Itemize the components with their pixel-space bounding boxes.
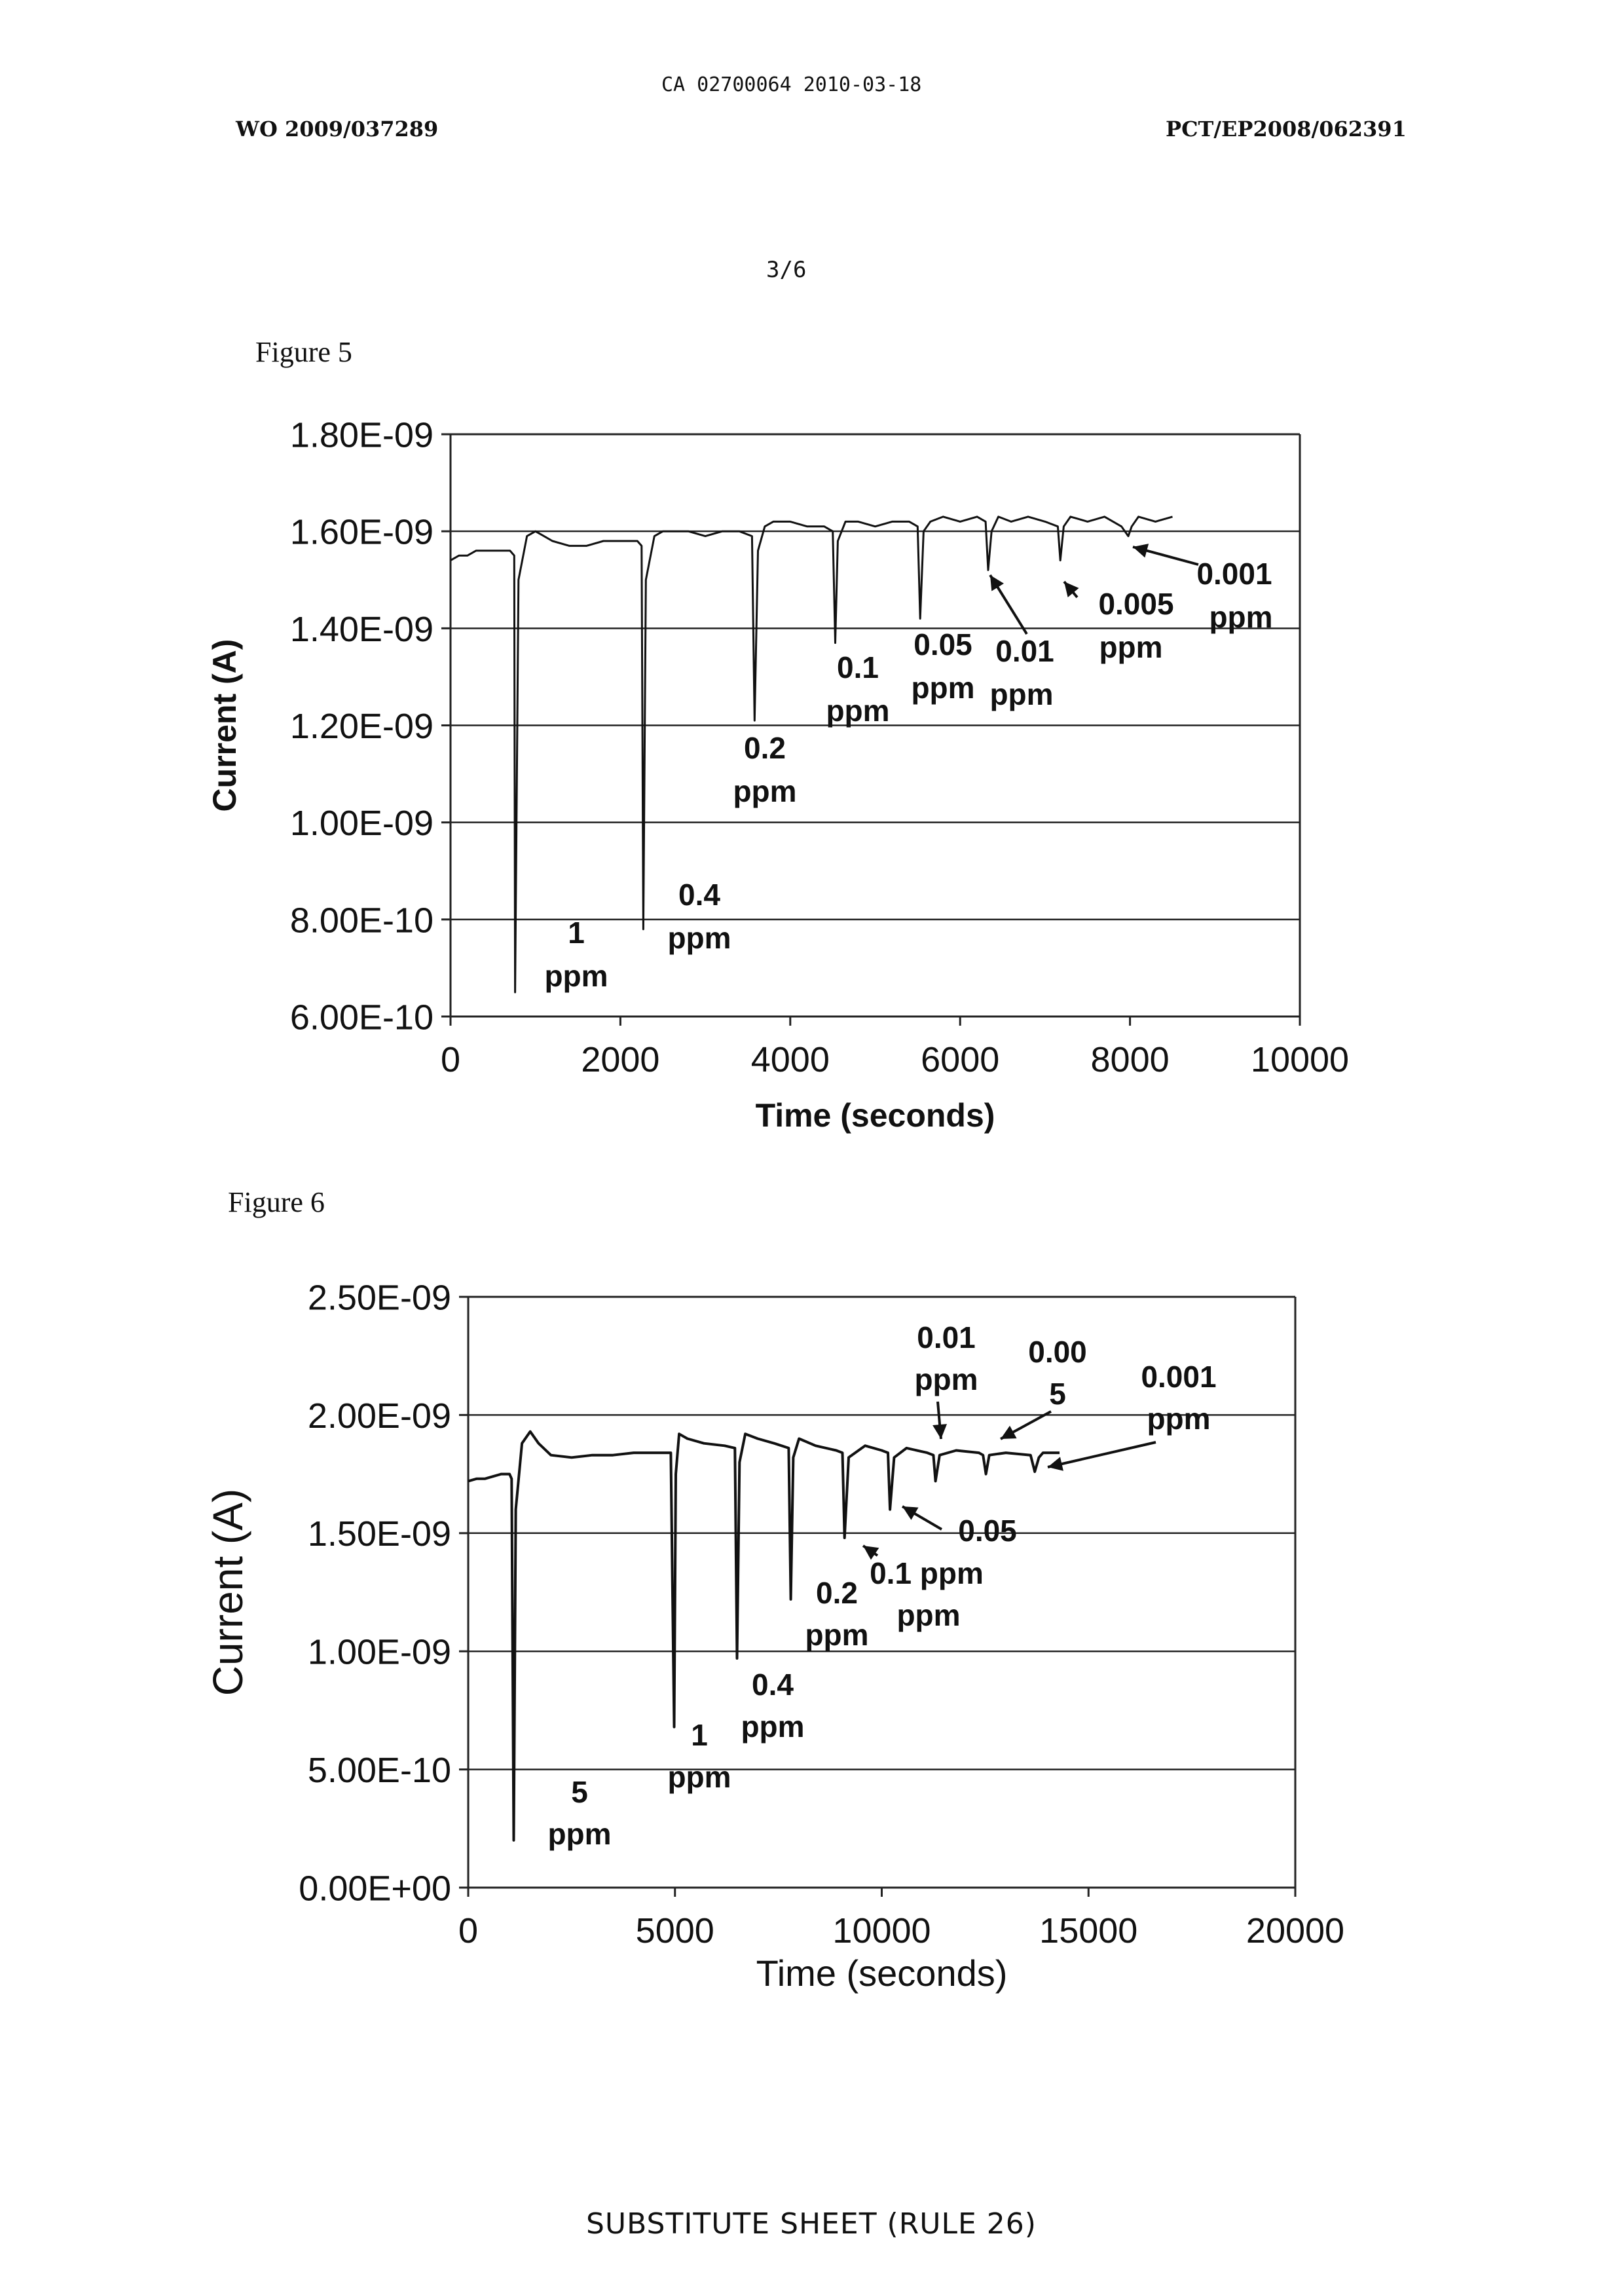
y-tick-label: 2.50E-09 xyxy=(308,1278,451,1317)
y-tick-label: 5.00E-10 xyxy=(308,1751,451,1790)
annotation-label: 1 xyxy=(691,1718,708,1752)
substitute-sheet-footer: SUBSTITUTE SHEET (RULE 26) xyxy=(586,2207,1037,2241)
annotation-label: 0.00 xyxy=(1028,1335,1087,1369)
annotation-label: ppm xyxy=(805,1618,868,1652)
annotation-label: 0.005 xyxy=(1098,587,1173,621)
annotation-label: ppm xyxy=(914,1362,978,1396)
annotation-label: ppm xyxy=(896,1598,960,1632)
arrow-head xyxy=(990,575,1004,591)
x-tick-label: 10000 xyxy=(832,1911,931,1950)
x-tick-label: 10000 xyxy=(1251,1040,1349,1079)
annotation-label: 0.01 xyxy=(917,1320,976,1354)
y-tick-label: 1.20E-09 xyxy=(290,707,434,746)
arrow-head xyxy=(1048,1457,1063,1470)
data-series-line xyxy=(451,517,1173,992)
x-tick-label: 5000 xyxy=(636,1911,714,1950)
x-tick-label: 4000 xyxy=(751,1040,830,1079)
annotation-label: 0.05 xyxy=(958,1514,1017,1548)
y-tick-label: 1.00E-09 xyxy=(290,804,434,843)
annotation-label: 0.4 xyxy=(678,878,720,912)
annotation-label: ppm xyxy=(911,671,974,705)
annotation-label: 0.01 xyxy=(995,634,1054,668)
y-tick-label: 1.50E-09 xyxy=(308,1514,451,1554)
annotation-label: ppm xyxy=(667,1760,731,1794)
x-tick-label: 15000 xyxy=(1039,1911,1137,1950)
data-series-line xyxy=(468,1432,1060,1840)
annotation-label: 0.2 xyxy=(744,731,786,765)
annotation-label: ppm xyxy=(544,959,608,993)
arrow-head xyxy=(932,1424,947,1439)
annotation-arrow xyxy=(1048,1442,1156,1467)
annotation-label: 0.001 xyxy=(1196,557,1272,591)
y-tick-label: 1.80E-09 xyxy=(290,415,434,455)
annotation-label: 0.05 xyxy=(913,627,972,662)
y-tick-label: 1.00E-09 xyxy=(308,1633,451,1672)
annotation-label: 0.1 xyxy=(837,650,879,684)
y-tick-label: 1.60E-09 xyxy=(290,513,434,552)
x-tick-label: 0 xyxy=(441,1040,460,1079)
x-tick-label: 20000 xyxy=(1246,1911,1344,1950)
annotation-label: 0.4 xyxy=(752,1668,794,1702)
annotation-label: ppm xyxy=(667,921,731,955)
x-axis-title: Time (seconds) xyxy=(756,1952,1008,1994)
annotation-label: ppm xyxy=(826,694,889,728)
annotation-label: ppm xyxy=(1209,600,1272,634)
y-tick-label: 8.00E-10 xyxy=(290,901,434,940)
annotation-label: ppm xyxy=(989,677,1053,711)
annotation-label: ppm xyxy=(741,1709,804,1744)
annotation-label: 0.001 xyxy=(1141,1360,1216,1394)
y-axis-title: Current (A) xyxy=(206,639,243,812)
x-axis-title: Time (seconds) xyxy=(756,1097,995,1134)
x-tick-label: 2000 xyxy=(581,1040,659,1079)
y-tick-label: 1.40E-09 xyxy=(290,610,434,649)
x-tick-label: 0 xyxy=(458,1911,478,1950)
y-tick-label: 2.00E-09 xyxy=(308,1396,451,1436)
arrow-head xyxy=(1133,544,1149,557)
x-tick-label: 8000 xyxy=(1091,1040,1170,1079)
annotation-label: 0.1 ppm xyxy=(870,1556,984,1590)
figure-5-chart: 6.00E-10 8.00E-10 1.00E-09 1.20E-09 1.40E-09… xyxy=(0,0,1624,1179)
annotation-label: 5 xyxy=(1049,1377,1066,1411)
annotation-label: 1 xyxy=(568,916,585,950)
annotation-label: 0.2 xyxy=(816,1576,858,1610)
annotation-label: 5 xyxy=(571,1775,588,1809)
annotation-label: ppm xyxy=(1099,630,1162,664)
annotation-label: ppm xyxy=(1147,1402,1210,1436)
y-axis-title: Current (A) xyxy=(204,1489,251,1696)
y-tick-label: 0.00E+00 xyxy=(299,1869,451,1908)
y-tick-label: 6.00E-10 xyxy=(290,998,434,1037)
annotation-label: ppm xyxy=(733,774,796,808)
annotation-label: ppm xyxy=(547,1817,611,1851)
x-tick-label: 6000 xyxy=(921,1040,999,1079)
figure-6-chart: 0.00E+00 5.00E-10 1.00E-09 1.50E-09 2.00E-09… xyxy=(0,1212,1624,2063)
